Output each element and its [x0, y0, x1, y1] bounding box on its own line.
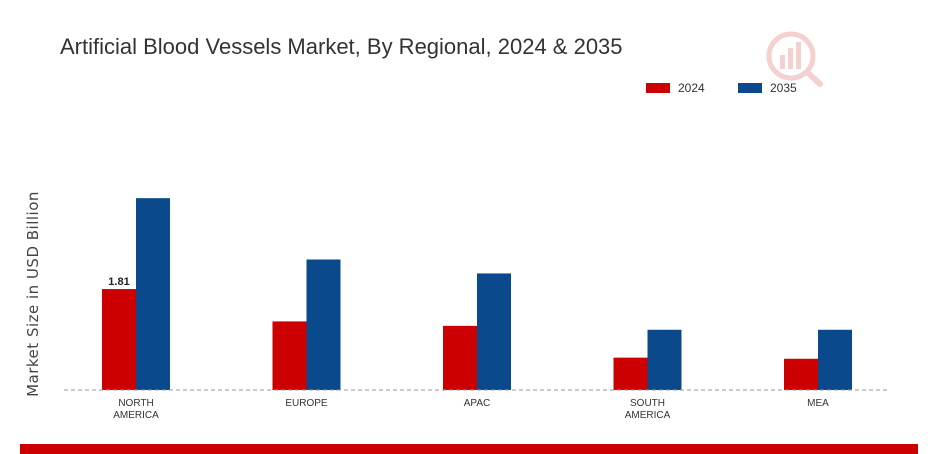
legend-swatch-2035	[738, 83, 762, 93]
x-tick-label: SOUTH AMERICA	[625, 398, 671, 421]
bar-2035-europe	[306, 259, 341, 390]
x-tick-label: MEA	[807, 398, 829, 409]
bars	[102, 198, 852, 390]
x-tick-label: EUROPE	[285, 398, 328, 409]
data-label: 1.81	[108, 276, 129, 288]
bar-2035-mea	[818, 329, 852, 390]
y-axis-label: Market Size in USD Billion	[24, 191, 42, 397]
legend-swatch-2024	[646, 83, 670, 93]
bar-2024-north-america	[102, 289, 136, 390]
chart: Artificial Blood Vessels Market, By Regi…	[24, 31, 888, 421]
legend-label-2024: 2024	[678, 81, 705, 95]
bar-2024-europe	[272, 321, 307, 390]
bar-2035-apac	[477, 273, 511, 390]
legend: 2024 2035	[646, 81, 797, 95]
x-tick-labels: NORTH AMERICA EUROPE APAC SOUTH AMERICA MEA	[113, 398, 829, 421]
bar-2024-mea	[784, 358, 818, 390]
bar-2035-south-america	[647, 329, 682, 390]
bar-2024-apac	[443, 325, 477, 390]
x-tick-label: NORTH AMERICA	[113, 398, 159, 421]
market-research-logo-icon	[766, 31, 823, 87]
x-tick-label: APAC	[464, 398, 491, 409]
bar-2024-south-america	[613, 357, 648, 390]
chart-title: Artificial Blood Vessels Market, By Regi…	[60, 34, 623, 59]
footer-bar	[20, 444, 918, 454]
legend-label-2035: 2035	[770, 81, 797, 95]
chart-card: Artificial Blood Vessels Market, By Regi…	[20, 0, 918, 454]
bar-2035-north-america	[136, 198, 170, 390]
data-labels: 1.81	[108, 276, 129, 288]
